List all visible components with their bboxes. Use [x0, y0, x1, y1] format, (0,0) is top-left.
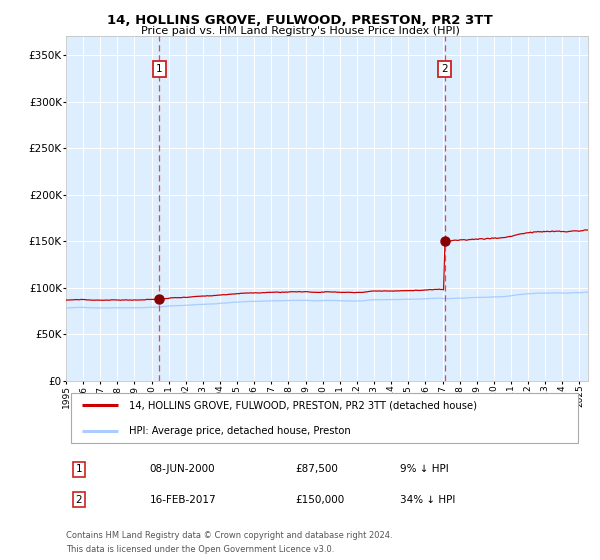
- Text: Price paid vs. HM Land Registry's House Price Index (HPI): Price paid vs. HM Land Registry's House …: [140, 26, 460, 36]
- Text: 2: 2: [441, 64, 448, 74]
- Text: 16-FEB-2017: 16-FEB-2017: [149, 494, 216, 505]
- Text: 08-JUN-2000: 08-JUN-2000: [149, 464, 215, 474]
- Text: 2: 2: [76, 494, 82, 505]
- Text: 14, HOLLINS GROVE, FULWOOD, PRESTON, PR2 3TT: 14, HOLLINS GROVE, FULWOOD, PRESTON, PR2…: [107, 14, 493, 27]
- Text: This data is licensed under the Open Government Licence v3.0.: This data is licensed under the Open Gov…: [66, 545, 334, 554]
- Text: 34% ↓ HPI: 34% ↓ HPI: [400, 494, 455, 505]
- FancyBboxPatch shape: [71, 393, 578, 443]
- Text: 1: 1: [156, 64, 163, 74]
- Text: £87,500: £87,500: [296, 464, 338, 474]
- Text: £150,000: £150,000: [296, 494, 345, 505]
- Text: Contains HM Land Registry data © Crown copyright and database right 2024.: Contains HM Land Registry data © Crown c…: [66, 531, 392, 540]
- Text: HPI: Average price, detached house, Preston: HPI: Average price, detached house, Pres…: [128, 426, 350, 436]
- Text: 9% ↓ HPI: 9% ↓ HPI: [400, 464, 449, 474]
- Text: 14, HOLLINS GROVE, FULWOOD, PRESTON, PR2 3TT (detached house): 14, HOLLINS GROVE, FULWOOD, PRESTON, PR2…: [128, 400, 476, 410]
- Text: 1: 1: [76, 464, 82, 474]
